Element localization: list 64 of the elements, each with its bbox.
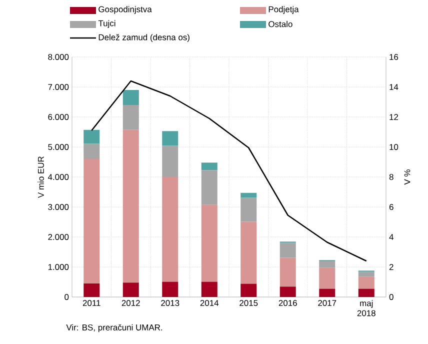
y-tick-label: 6.000	[48, 114, 69, 120]
bar	[319, 288, 336, 297]
legend-label: Podjetja	[268, 6, 299, 14]
bar	[240, 192, 257, 198]
y2-tick-label: 10	[390, 144, 398, 150]
y-tick-label: 7.000	[48, 84, 69, 90]
bar	[162, 177, 178, 282]
text: Vir: BS, preračuni UMAR.	[66, 324, 162, 332]
x-tick-label: 2017	[318, 300, 336, 306]
legend-label: Ostalo	[268, 20, 292, 28]
y2-tick-label: 2	[389, 264, 394, 270]
legend-label: Tujci	[98, 20, 116, 28]
y-tick-label: 4.000	[48, 174, 69, 180]
y-tick-label: 0	[64, 294, 69, 300]
y2-tick-label: 8	[389, 174, 394, 180]
bar	[240, 198, 257, 222]
bar	[319, 261, 336, 268]
bar	[84, 130, 100, 144]
bar	[319, 268, 336, 289]
bar	[122, 130, 139, 283]
y2-tick-label: 12	[390, 114, 398, 120]
line-series	[90, 80, 368, 262]
x-tick-label: 2014	[200, 300, 219, 306]
bar	[358, 272, 374, 277]
y-tick-label: 5.000	[48, 144, 69, 150]
bar	[280, 286, 296, 297]
x-tick-label: 2013	[161, 300, 180, 306]
bar	[84, 284, 100, 297]
y2-axis-title: V %	[404, 170, 410, 185]
y-tick-label: 3.000	[48, 204, 69, 210]
y2-tick-label: 0	[389, 294, 394, 300]
y-tick-label: 1.000	[48, 264, 69, 270]
y2-tick-label: 14	[390, 84, 398, 90]
bar	[280, 258, 296, 287]
y-axis-title: V mio EUR	[38, 156, 44, 198]
x-tick-label: 2015	[240, 300, 258, 306]
bar	[162, 131, 178, 146]
x-tick-label: 2016	[278, 300, 297, 306]
bar	[84, 144, 100, 159]
legend-label: Delež zamud (desna os)	[98, 34, 190, 42]
x-tick-label: 2011	[82, 300, 100, 306]
bar	[280, 242, 296, 258]
y2-tick-label: 4	[389, 234, 394, 240]
bar	[122, 90, 139, 106]
bar	[240, 222, 257, 284]
bar	[162, 146, 178, 177]
bar	[201, 170, 218, 205]
y-tick-label: 8.000	[48, 54, 69, 60]
bar	[201, 204, 218, 282]
bar	[122, 105, 139, 130]
x-tick-label: maj 2018	[357, 300, 376, 316]
bar	[240, 284, 257, 297]
bar	[201, 162, 218, 170]
y2-tick-label: 6	[389, 204, 394, 210]
legend-label: Gospodinjstva	[98, 6, 152, 14]
bar	[201, 282, 218, 297]
x-tick-label: 2012	[122, 300, 140, 306]
y-tick-label: 2.000	[48, 234, 69, 240]
y2-tick-label: 16	[390, 54, 398, 60]
bar	[162, 282, 178, 297]
bar	[84, 159, 100, 284]
bar	[122, 282, 139, 297]
bar	[358, 276, 374, 289]
bar	[358, 288, 374, 297]
